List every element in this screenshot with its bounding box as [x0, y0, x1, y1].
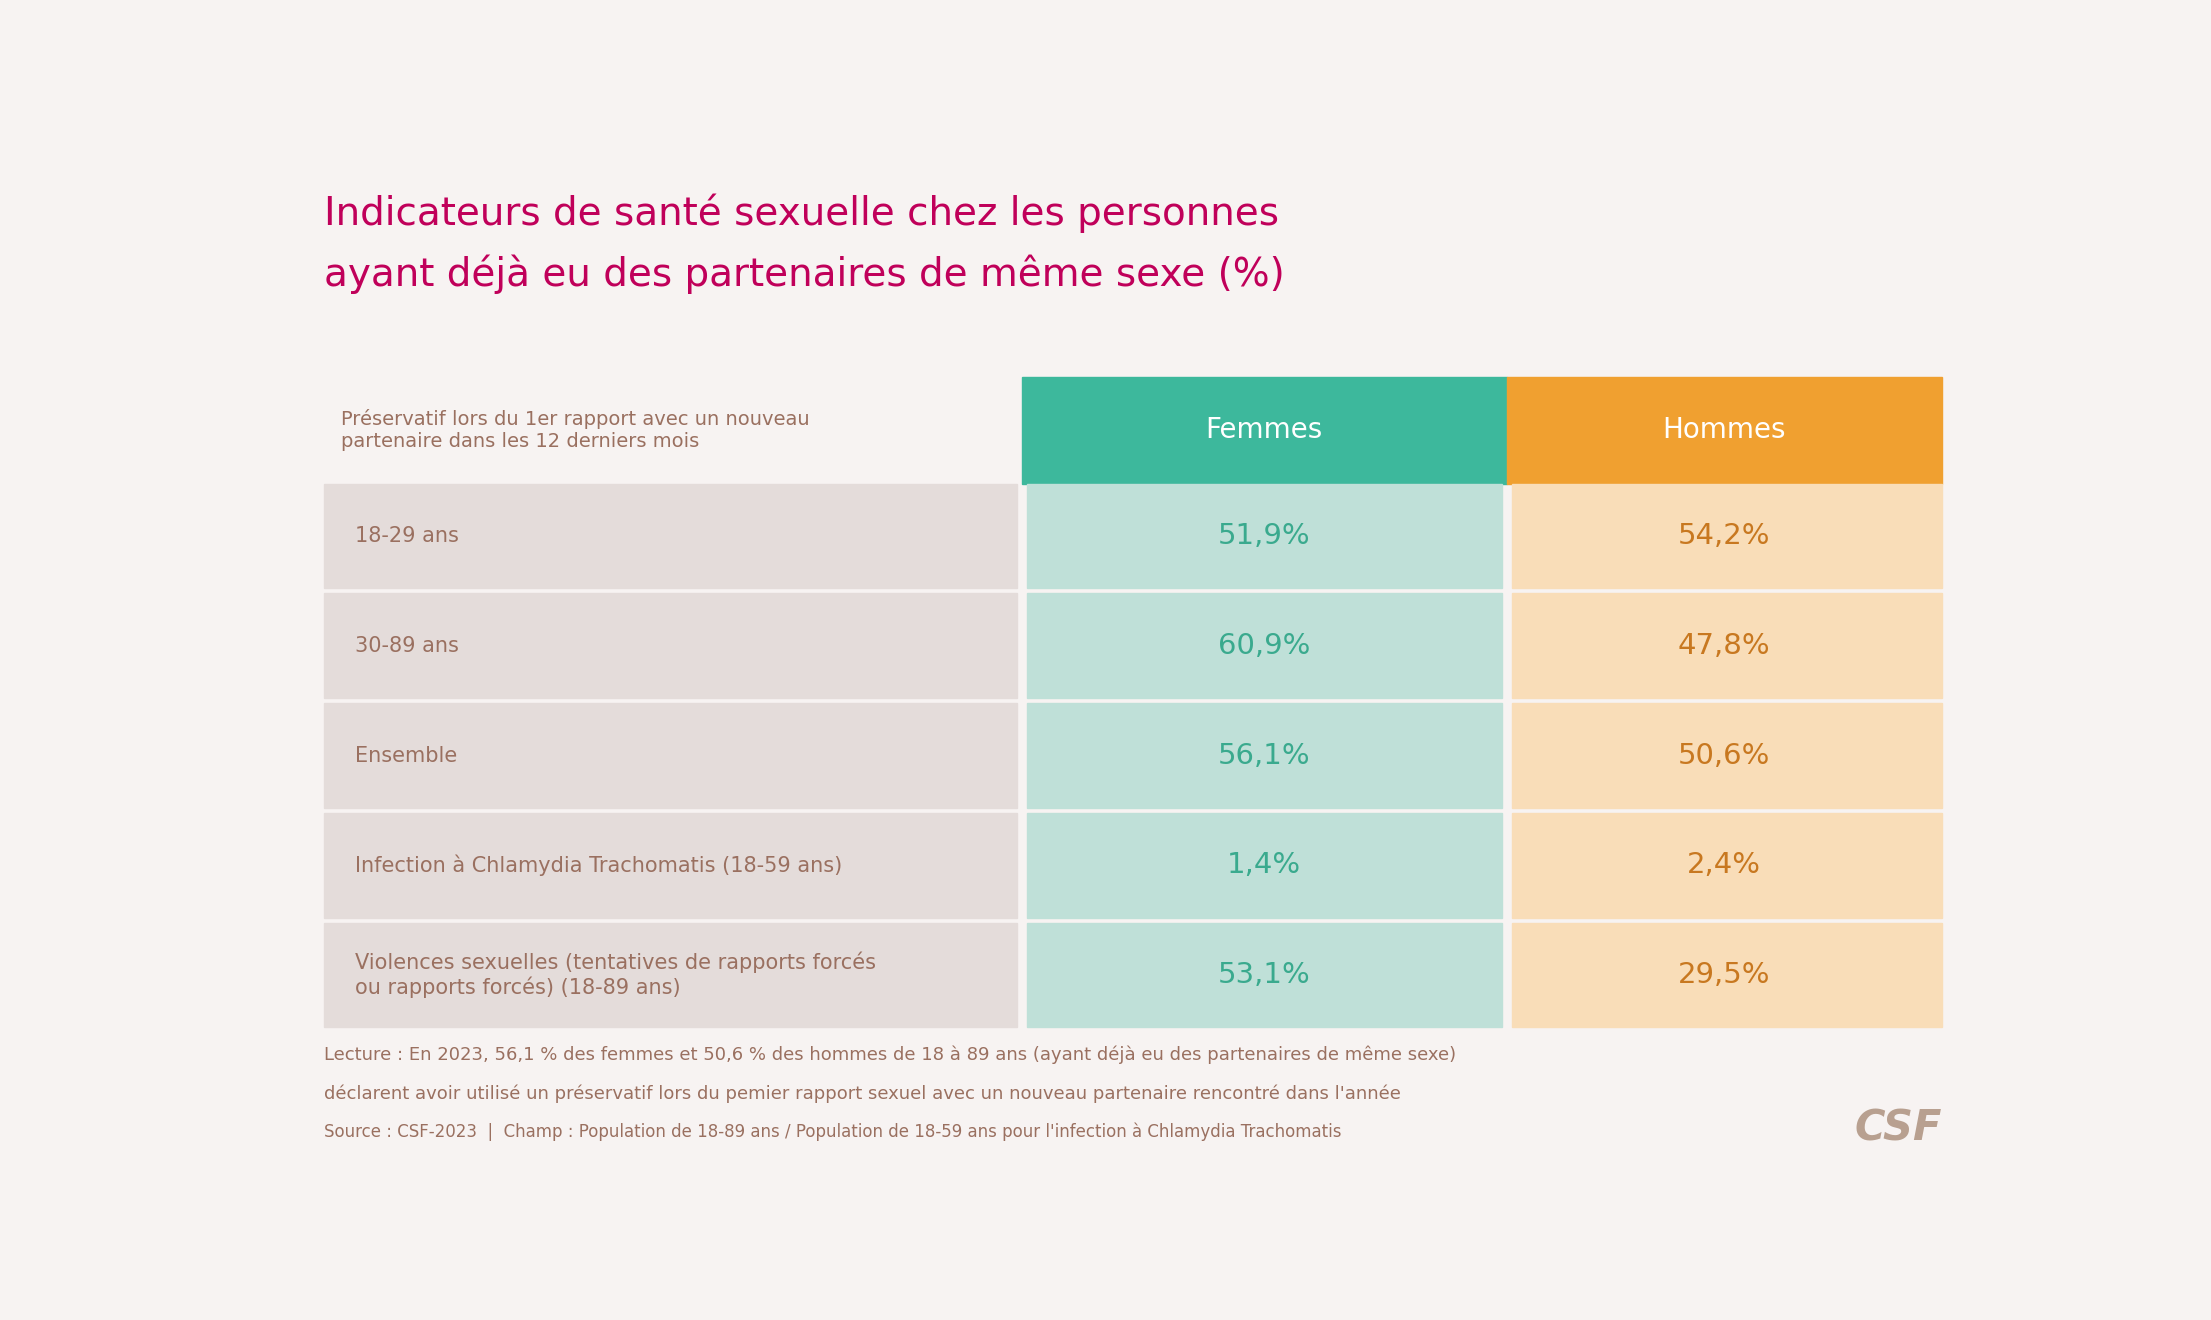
- Bar: [325, 704, 1017, 808]
- Text: Infection à Chlamydia Trachomatis (18-59 ans): Infection à Chlamydia Trachomatis (18-59…: [356, 854, 842, 876]
- Text: 51,9%: 51,9%: [1218, 521, 1311, 550]
- Bar: [325, 813, 1017, 917]
- Text: CSF: CSF: [1855, 1107, 1941, 1150]
- Text: 53,1%: 53,1%: [1218, 961, 1311, 989]
- Text: Lecture : En 2023, 56,1 % des femmes et 50,6 % des hommes de 18 à 89 ans (ayant : Lecture : En 2023, 56,1 % des femmes et …: [325, 1045, 1457, 1064]
- Bar: [1026, 813, 1501, 917]
- Text: 60,9%: 60,9%: [1218, 632, 1311, 660]
- Bar: [1026, 594, 1501, 698]
- Text: 56,1%: 56,1%: [1218, 742, 1311, 770]
- Bar: [1506, 378, 1941, 483]
- Text: déclarent avoir utilisé un préservatif lors du pemier rapport sexuel avec un nou: déclarent avoir utilisé un préservatif l…: [325, 1084, 1402, 1102]
- Text: Préservatif lors du 1er rapport avec un nouveau
partenaire dans les 12 derniers : Préservatif lors du 1er rapport avec un …: [340, 409, 809, 451]
- Bar: [1512, 594, 1941, 698]
- Bar: [1512, 704, 1941, 808]
- Bar: [1026, 483, 1501, 589]
- Text: 54,2%: 54,2%: [1678, 521, 1771, 550]
- Text: Violences sexuelles (tentatives de rapports forcés
ou rapports forcés) (18-89 an: Violences sexuelles (tentatives de rappo…: [356, 952, 876, 998]
- Bar: [1512, 483, 1941, 589]
- Text: 29,5%: 29,5%: [1678, 961, 1771, 989]
- Text: 1,4%: 1,4%: [1227, 851, 1302, 879]
- Text: Hommes: Hommes: [1663, 416, 1786, 445]
- Text: Source : CSF-2023  |  Champ : Population de 18-89 ans / Population de 18-59 ans : Source : CSF-2023 | Champ : Population d…: [325, 1123, 1342, 1142]
- Text: 50,6%: 50,6%: [1678, 742, 1771, 770]
- Bar: [1512, 923, 1941, 1027]
- Bar: [325, 923, 1017, 1027]
- Bar: [325, 483, 1017, 589]
- Text: 47,8%: 47,8%: [1678, 632, 1771, 660]
- Bar: [1026, 923, 1501, 1027]
- Text: Femmes: Femmes: [1205, 416, 1322, 445]
- Text: 18-29 ans: 18-29 ans: [356, 525, 460, 546]
- Bar: [325, 378, 1021, 483]
- Text: ayant déjà eu des partenaires de même sexe (%): ayant déjà eu des partenaires de même se…: [325, 255, 1285, 294]
- Bar: [325, 594, 1017, 698]
- Text: 2,4%: 2,4%: [1687, 851, 1762, 879]
- Bar: [1512, 813, 1941, 917]
- Text: 30-89 ans: 30-89 ans: [356, 636, 460, 656]
- Text: Ensemble: Ensemble: [356, 746, 458, 766]
- Bar: [1021, 378, 1506, 483]
- Bar: [1026, 704, 1501, 808]
- Text: Indicateurs de santé sexuelle chez les personnes: Indicateurs de santé sexuelle chez les p…: [325, 194, 1280, 234]
